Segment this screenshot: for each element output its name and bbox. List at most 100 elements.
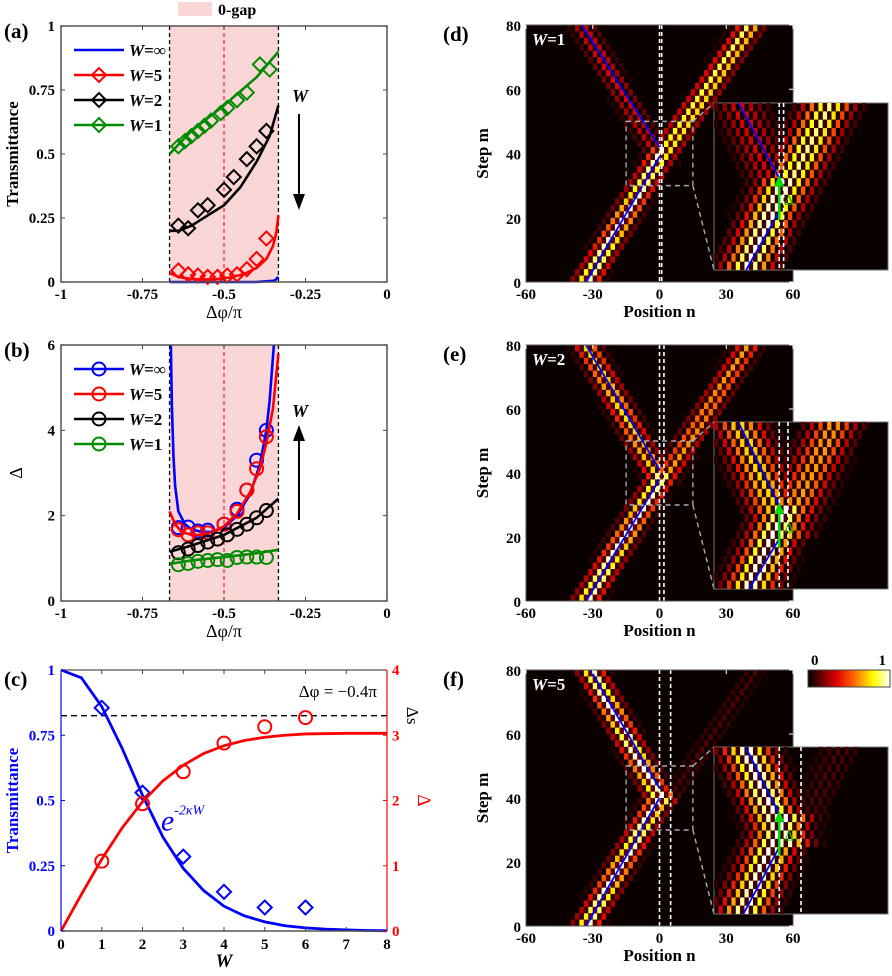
heatmap-cell xyxy=(632,95,638,103)
y-tick-label: 40 xyxy=(506,792,521,808)
heatmap-cell xyxy=(601,900,607,907)
legend-label-w: W xyxy=(129,410,146,429)
heatmap-cell xyxy=(672,127,678,135)
inset-cell xyxy=(779,755,784,764)
heatmap-cell xyxy=(690,415,696,422)
heatmap-cell xyxy=(601,76,607,83)
inset-cell xyxy=(744,261,749,270)
heatmap-cell xyxy=(677,127,682,135)
inset-cell xyxy=(818,813,823,823)
heatmap-cell xyxy=(606,70,611,77)
heatmap-cell xyxy=(708,721,713,728)
heatmap-cell xyxy=(748,345,753,352)
inset-cell xyxy=(740,463,745,473)
heatmap-cell xyxy=(601,377,607,384)
heatmap-cell xyxy=(592,549,598,557)
inset-cell xyxy=(805,805,810,814)
inset-cell xyxy=(744,772,749,781)
legend: W=∞W=5W=2W=1 xyxy=(74,41,166,135)
inset-cell xyxy=(792,153,797,162)
data-point xyxy=(248,250,266,268)
inset-cell xyxy=(761,488,767,498)
inset-cell xyxy=(740,430,745,439)
heatmap-cell xyxy=(739,50,745,58)
inset-cell xyxy=(796,872,801,881)
inset-cell xyxy=(814,788,819,798)
heatmap-cell xyxy=(650,121,656,128)
inset-cell xyxy=(805,497,810,506)
heatmap-cell xyxy=(592,919,598,926)
inset-cell xyxy=(792,203,797,212)
heatmap-cell xyxy=(704,753,709,760)
inset-cell xyxy=(827,136,832,145)
heatmap-cell xyxy=(628,179,633,186)
data-point xyxy=(239,482,255,498)
inset-cell xyxy=(779,863,784,873)
inset-cell xyxy=(766,772,771,781)
inset-cell xyxy=(831,128,836,137)
heatmap-cell xyxy=(641,453,647,461)
inset-cell xyxy=(748,153,754,162)
heatmap-cell xyxy=(606,575,611,582)
inset-cell xyxy=(792,103,797,112)
heatmap-cell xyxy=(597,357,602,365)
inset-cell xyxy=(761,580,767,589)
inset-cell xyxy=(861,422,867,431)
inset-cell xyxy=(761,763,767,772)
inset-cell xyxy=(801,422,806,431)
heatmap-cell xyxy=(717,409,722,416)
heatmap-cell xyxy=(641,108,647,115)
data-point xyxy=(175,764,191,780)
y-tick-label-right: 2 xyxy=(392,794,400,810)
inset-cell xyxy=(792,119,797,128)
inset-cell xyxy=(801,128,806,137)
inset-cell xyxy=(814,447,819,456)
inset-cell xyxy=(840,430,845,439)
heatmap-cell xyxy=(735,50,740,58)
heatmap-cell xyxy=(753,31,758,38)
inset-cell xyxy=(731,253,736,262)
inset-cell xyxy=(788,480,793,489)
heatmap-cell xyxy=(637,740,642,747)
inset-cell xyxy=(757,530,762,539)
heatmap-cell xyxy=(641,766,647,773)
heatmap-cell xyxy=(632,108,638,115)
inset-cell xyxy=(792,236,797,245)
inset-cell xyxy=(788,447,793,456)
y-tick-label: 4 xyxy=(48,423,56,439)
inset-cell xyxy=(831,438,836,447)
heatmap-cell xyxy=(610,409,615,416)
heatmap-cell xyxy=(726,37,731,45)
heatmap-cell xyxy=(739,364,745,371)
inset-cell xyxy=(766,438,771,447)
heatmap-cell xyxy=(664,485,669,493)
heatmap-cell xyxy=(699,734,704,741)
legend-label-w: W xyxy=(129,91,146,110)
inset-cell xyxy=(740,488,745,498)
x-axis-label: Δφ/π xyxy=(206,621,242,641)
inset-cell xyxy=(783,211,788,220)
heatmap-cell xyxy=(601,237,607,244)
inset-cell xyxy=(714,763,719,772)
inset-cell xyxy=(774,455,780,464)
inset-cell xyxy=(753,797,758,806)
heatmap-cell xyxy=(655,453,660,461)
inset-cell xyxy=(792,813,797,823)
heatmap-cell xyxy=(735,364,740,371)
inset-cell xyxy=(735,755,741,764)
heatmap-cell xyxy=(588,357,593,365)
inset-cell xyxy=(770,203,775,212)
heatmap-cell xyxy=(699,108,704,115)
inset-cell xyxy=(757,847,762,856)
inset-cell xyxy=(840,755,845,764)
inset-cell xyxy=(814,772,819,781)
heatmap-cell xyxy=(650,498,656,505)
inset-cell xyxy=(805,111,810,120)
heatmap-cell xyxy=(615,562,620,569)
inset-cell xyxy=(740,203,745,212)
inset-cell xyxy=(809,144,814,154)
inset-cell xyxy=(792,880,797,889)
heatmap-cell xyxy=(575,588,580,595)
inset-cell xyxy=(783,897,788,906)
inset-cell xyxy=(766,169,771,179)
